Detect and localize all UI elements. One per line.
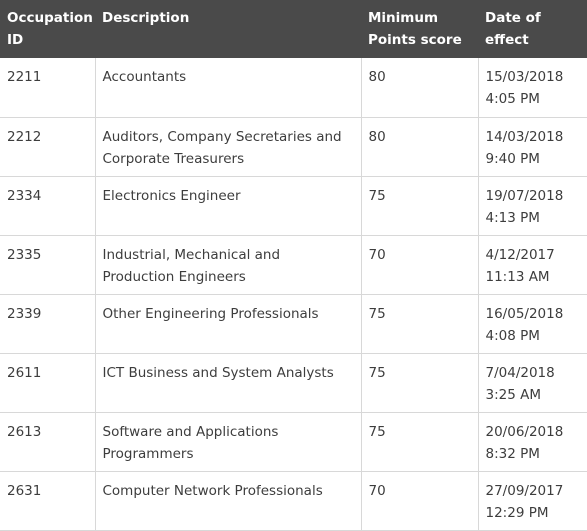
- description-cell: Accountants: [94, 58, 362, 118]
- table-row: 2335 Industrial, Mechanical and Producti…: [0, 235, 587, 295]
- date-value: 4/12/2017: [485, 246, 555, 263]
- time-value: 3:25 AM: [485, 386, 542, 403]
- points-cell: 80: [360, 117, 479, 177]
- date-value: 15/03/2018: [485, 69, 564, 85]
- occupation-id-cell: 2611: [0, 353, 96, 413]
- time-value: 4:05 PM: [485, 91, 540, 107]
- points-cell: 75: [360, 353, 479, 413]
- points-cell: 70: [360, 235, 479, 295]
- date-value: 19/07/2018: [485, 187, 564, 204]
- time-value: 4:08 PM: [485, 327, 540, 344]
- date-cell: 7/04/2018 3:25 AM: [477, 353, 587, 413]
- occupation-id-cell: 2631: [0, 471, 96, 531]
- points-cell: 75: [360, 176, 479, 236]
- header-minimum-points: Minimum Points score: [368, 10, 462, 48]
- table-row: 2631 Computer Network Professionals 70 2…: [0, 471, 587, 531]
- header-description: Description: [102, 10, 190, 26]
- time-value: 9:40 PM: [485, 150, 540, 167]
- date-cell: 16/05/2018 4:08 PM: [477, 294, 587, 354]
- occupation-id-cell: 2211: [0, 58, 96, 118]
- date-value: 27/09/2017: [485, 482, 564, 499]
- date-cell: 14/03/2018 9:40 PM: [477, 117, 587, 177]
- time-value: 12:29 PM: [485, 504, 549, 521]
- time-value: 11:13 AM: [485, 268, 550, 285]
- description-cell: Computer Network Professionals: [94, 471, 362, 531]
- table-row: 2611 ICT Business and System Analysts 75…: [0, 353, 587, 413]
- table-row: 2211 Accountants 80 15/03/2018 4:05 PM: [0, 58, 587, 118]
- date-value: 20/06/2018: [485, 423, 564, 440]
- date-value: 16/05/2018: [485, 305, 564, 322]
- date-cell: 20/06/2018 8:32 PM: [477, 412, 587, 472]
- table-row: 2613 Software and Applications Programme…: [0, 412, 587, 472]
- table-row: 2334 Electronics Engineer 75 19/07/2018 4…: [0, 176, 587, 236]
- occupation-id-cell: 2339: [0, 294, 96, 354]
- time-value: 8:32 PM: [485, 445, 540, 462]
- occupation-id-cell: 2212: [0, 117, 96, 177]
- description-cell: Other Engineering Professionals: [94, 294, 362, 354]
- date-cell: 4/12/2017 11:13 AM: [477, 235, 587, 295]
- description-cell: Industrial, Mechanical and Production En…: [94, 235, 362, 295]
- header-date-of-effect: Date of effect: [485, 10, 541, 48]
- description-cell: Software and Applications Programmers: [94, 412, 362, 472]
- description-cell: Auditors, Company Secretaries and Corpor…: [94, 117, 362, 177]
- occupation-id-cell: 2335: [0, 235, 96, 295]
- description-cell: Electronics Engineer: [94, 176, 362, 236]
- table-row: 2212 Auditors, Company Secretaries and C…: [0, 117, 587, 177]
- time-value: 4:13 PM: [485, 209, 540, 226]
- header-occupation-id: Occupation ID: [7, 10, 93, 48]
- date-cell: 27/09/2017 12:29 PM: [477, 471, 587, 531]
- points-cell: 75: [360, 294, 479, 354]
- occupation-id-cell: 2613: [0, 412, 96, 472]
- table-header-row: Occupation ID Description Minimum Points…: [0, 0, 587, 58]
- date-cell: 15/03/2018 4:05 PM: [477, 58, 587, 118]
- points-cell: 75: [360, 412, 479, 472]
- points-cell: 70: [360, 471, 479, 531]
- date-value: 7/04/2018: [485, 364, 555, 381]
- occupation-id-cell: 2334: [0, 176, 96, 236]
- points-cell: 80: [360, 58, 479, 118]
- date-value: 14/03/2018: [485, 128, 564, 145]
- description-cell: ICT Business and System Analysts: [94, 353, 362, 413]
- date-cell: 19/07/2018 4:13 PM: [477, 176, 587, 236]
- table-row: 2339 Other Engineering Professionals 75 …: [0, 294, 587, 354]
